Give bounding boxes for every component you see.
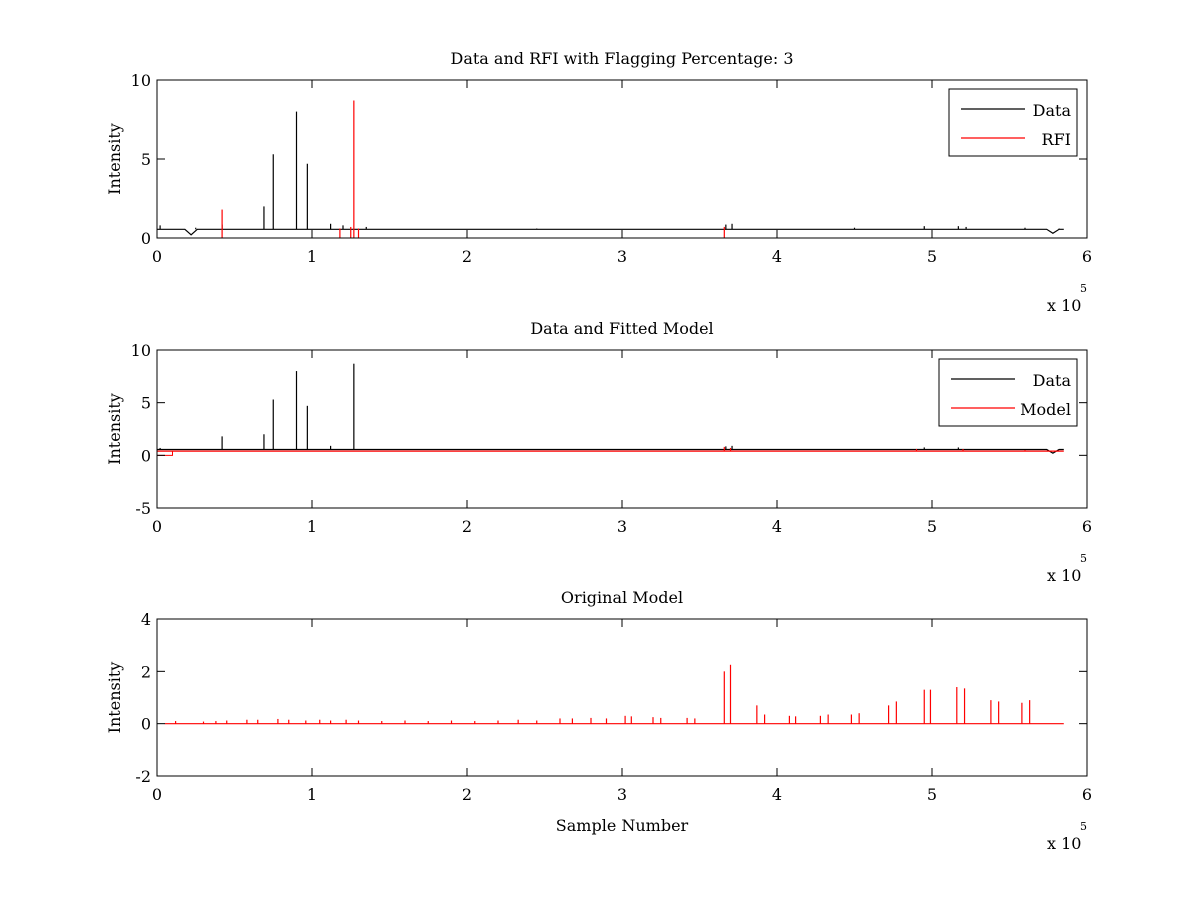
y-tick-label: 0	[141, 446, 151, 465]
x-exponent-power: 5	[1080, 282, 1087, 295]
series-data-baseline	[157, 228, 1064, 236]
x-tick-label: 4	[772, 517, 782, 536]
x-tick-label: 3	[617, 247, 627, 266]
x-exponent-base: x 10	[1047, 296, 1081, 315]
x-axis-label: Sample Number	[556, 816, 689, 835]
x-exponent-base: x 10	[1047, 834, 1081, 853]
x-tick-label: 5	[927, 247, 937, 266]
x-exponent-power: 5	[1080, 552, 1087, 565]
x-tick-label: 4	[772, 785, 782, 804]
plot-area	[164, 664, 1064, 725]
y-tick-label: 0	[141, 229, 151, 248]
series-model-step	[157, 451, 173, 456]
x-tick-label: 4	[772, 247, 782, 266]
panel-rfi: Data and RFI with Flagging Percentage: 3…	[105, 49, 1092, 315]
y-axis-label: Intensity	[105, 393, 124, 465]
chart-title: Data and RFI with Flagging Percentage: 3	[450, 49, 793, 68]
y-tick-label: -2	[135, 767, 151, 786]
x-tick-label: 1	[307, 785, 317, 804]
x-tick-label: 1	[307, 517, 317, 536]
x-tick-label: 5	[927, 785, 937, 804]
x-tick-label: 3	[617, 785, 627, 804]
y-axis-label: Intensity	[105, 662, 124, 734]
y-tick-label: 0	[141, 715, 151, 734]
x-tick-label: 0	[152, 517, 162, 536]
series-data-baseline	[157, 448, 1064, 454]
chart-title: Original Model	[561, 588, 683, 607]
x-tick-label: 2	[462, 517, 472, 536]
y-tick-label: -5	[135, 499, 151, 518]
x-tick-label: 6	[1082, 517, 1092, 536]
legend-entry-label: Data	[1033, 101, 1072, 120]
legend-box	[938, 358, 1078, 427]
x-tick-label: 5	[927, 517, 937, 536]
legend-entry-label: Data	[1033, 371, 1072, 390]
y-tick-label: 10	[131, 341, 151, 360]
legend-entry-label: RFI	[1042, 130, 1071, 149]
y-tick-label: 10	[131, 71, 151, 90]
x-tick-label: 2	[462, 785, 472, 804]
y-tick-label: 2	[141, 662, 151, 681]
plot-area	[157, 363, 1064, 456]
legend-entry-label: Model	[1020, 400, 1071, 419]
axes-box	[156, 618, 1088, 777]
panel-original-model: Original Model Intensity Sample Number x…	[105, 588, 1092, 853]
plot-area	[157, 100, 1064, 238]
x-exponent-base: x 10	[1047, 566, 1081, 585]
y-axis-label: Intensity	[105, 123, 124, 195]
x-tick-label: 1	[307, 247, 317, 266]
x-tick-label: 6	[1082, 247, 1092, 266]
chart-title: Data and Fitted Model	[530, 319, 713, 338]
panel-fitted-model: Data and Fitted Model Intensity x 10 5 0…	[105, 319, 1092, 585]
y-tick-label: 4	[141, 610, 151, 629]
x-tick-label: 6	[1082, 785, 1092, 804]
x-tick-label: 3	[617, 517, 627, 536]
legend-box	[948, 88, 1078, 157]
x-tick-label: 0	[152, 785, 162, 804]
x-tick-label: 0	[152, 247, 162, 266]
y-tick-label: 5	[141, 150, 151, 169]
y-tick-label: 5	[141, 394, 151, 413]
x-exponent-power: 5	[1080, 820, 1087, 833]
x-tick-label: 2	[462, 247, 472, 266]
